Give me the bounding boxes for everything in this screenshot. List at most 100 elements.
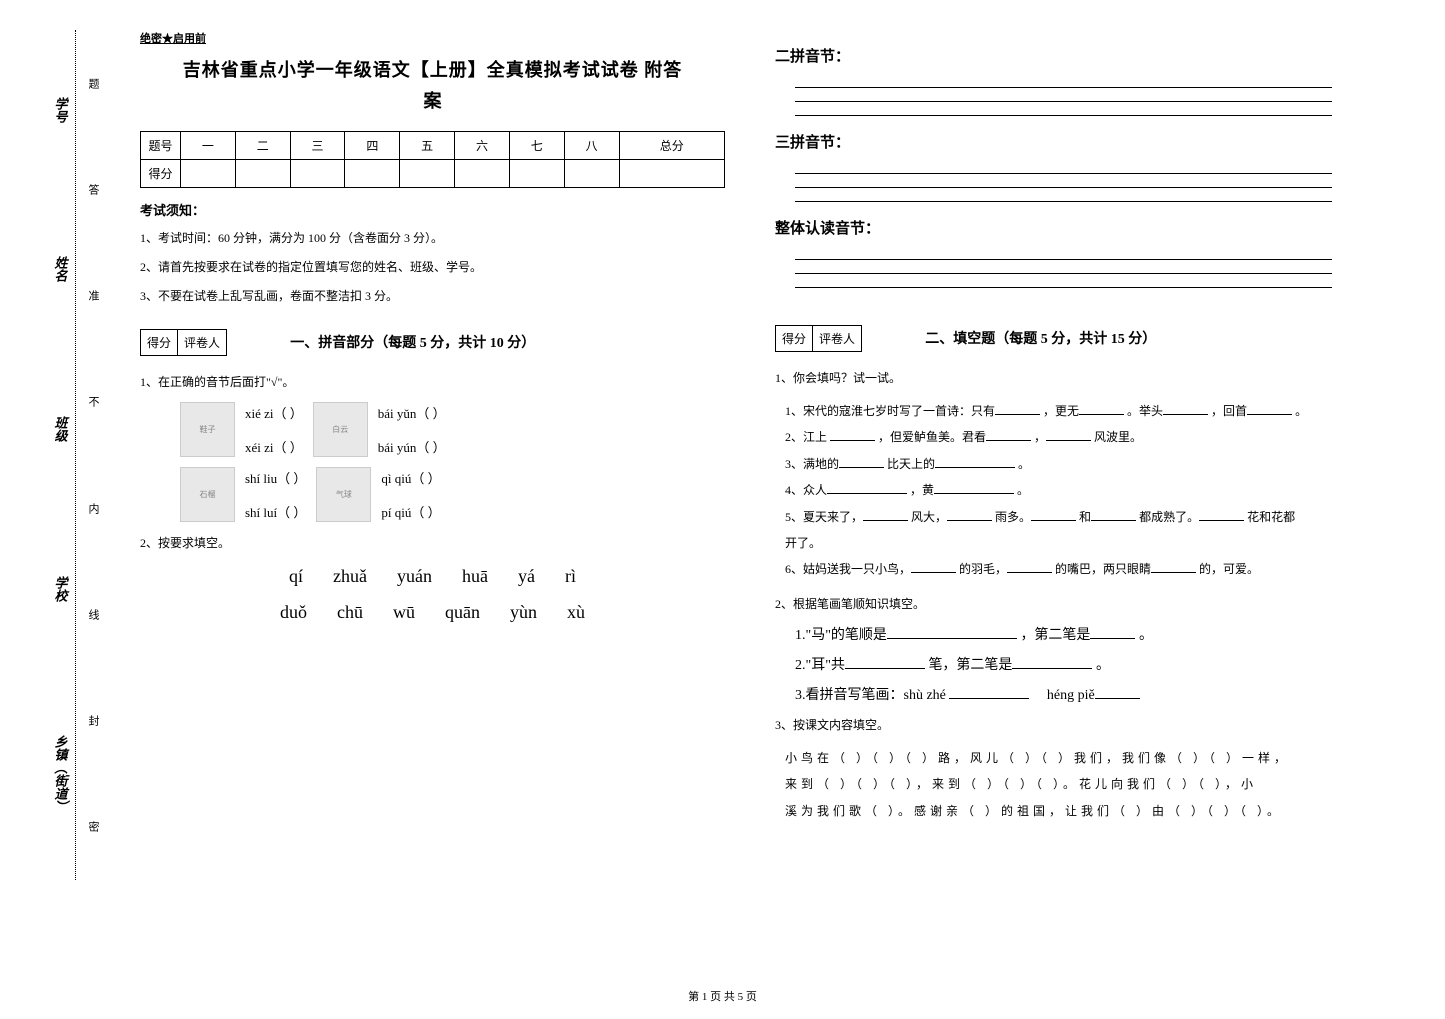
text-fill[interactable]: 溪为我们歌（ ）。感谢亲（ ）的祖国，让我们（ ）由（ ）（ ）（ ）。	[785, 798, 1360, 824]
grader-label: 评卷人	[178, 330, 226, 355]
score-label: 得分	[776, 326, 813, 351]
table-row: 得分	[141, 160, 725, 188]
answer-lines[interactable]	[795, 246, 1360, 288]
pinyin-option[interactable]: qì qiú（ ）	[381, 468, 440, 487]
pinyin-syllable: yuán	[397, 566, 432, 587]
notice-title: 考试须知：	[140, 200, 725, 219]
pinyin-syllable: xù	[567, 602, 585, 623]
section-header-row: 得分 评卷人 二、填空题（每题 5 分，共计 15 分）	[775, 313, 1360, 357]
pinyin-options: xié zi（ ） xéi zi（ ）	[245, 403, 303, 456]
exam-title: 吉林省重点小学一年级语文【上册】全真模拟考试试卷 附答	[140, 56, 725, 82]
fold-label: 不	[85, 396, 101, 407]
cell: 题号	[141, 132, 181, 160]
pinyin-row: 鞋子 xié zi（ ） xéi zi（ ） 白云 bái yǔn（ ） bái…	[180, 402, 725, 457]
cell[interactable]	[181, 160, 236, 188]
section-1-title: 一、拼音部分（每题 5 分，共计 10 分）	[290, 332, 535, 352]
cell[interactable]	[345, 160, 400, 188]
pinyin-options: shí liu（ ） shí luí（ ）	[245, 468, 306, 521]
question-2: 2、按要求填空。	[140, 534, 725, 551]
answer-lines[interactable]	[795, 160, 1360, 202]
table-row: 题号 一 二 三 四 五 六 七 八 总分	[141, 132, 725, 160]
cell: 三	[290, 132, 345, 160]
left-column: 绝密★启用前 吉林省重点小学一年级语文【上册】全真模拟考试试卷 附答 案 题号 …	[100, 30, 750, 824]
cell[interactable]	[400, 160, 455, 188]
cell: 二	[235, 132, 290, 160]
fold-label: 答	[85, 184, 101, 195]
pinyin-grid-1: qí zhuǎ yuán huā yá rì	[140, 566, 725, 587]
pinyin-syllable: quān	[445, 602, 480, 623]
fold-labels: 题 答 准 不 内 线 封 密	[85, 30, 101, 880]
pinyin-options: qì qiú（ ） pí qiú（ ）	[381, 468, 440, 521]
fill-q3: 3、按课文内容填空。	[775, 716, 1360, 733]
fold-label: 题	[85, 78, 101, 89]
fill-line: 开了。	[785, 530, 1360, 556]
cell: 一	[181, 132, 236, 160]
stroke-question[interactable]: 2."耳"共 笔，第二笔是 。	[795, 654, 1360, 674]
pinyin-option[interactable]: xéi zi（ ）	[245, 437, 303, 456]
score-mini-box: 得分 评卷人	[775, 325, 862, 352]
fold-label: 封	[85, 715, 101, 726]
sidebar-label: 姓名	[51, 256, 70, 282]
cell: 七	[509, 132, 564, 160]
score-mini-box: 得分 评卷人	[140, 329, 227, 356]
stroke-question[interactable]: 1."马"的笔顺是 ，第二笔是 。	[795, 624, 1360, 644]
three-syllable-title: 三拼音节：	[775, 131, 1360, 152]
cell: 六	[455, 132, 510, 160]
pinyin-option[interactable]: bái yǔn（ ）	[378, 403, 446, 422]
fold-line	[75, 30, 76, 880]
pinyin-option[interactable]: bái yún（ ）	[378, 437, 446, 456]
cell: 四	[345, 132, 400, 160]
two-syllable-title: 二拼音节：	[775, 45, 1360, 66]
text-fill[interactable]: 小鸟在（ ）（ ）（ ）路，风儿（ ）（ ）我们，我们像（ ）（ ）一样，	[785, 745, 1360, 771]
notice-item: 3、不要在试卷上乱写乱画，卷面不整洁扣 3 分。	[140, 287, 725, 306]
fill-line[interactable]: 3、满地的 比天上的 。	[785, 451, 1360, 477]
pinyin-syllable: wū	[393, 602, 415, 623]
cell[interactable]	[455, 160, 510, 188]
fold-label: 密	[85, 821, 101, 832]
cell[interactable]	[509, 160, 564, 188]
fill-line[interactable]: 5、夏天来了， 风大， 雨多。 和 都成熟了。 花和花都	[785, 504, 1360, 530]
fill-line[interactable]: 1、宋代的寇淮七岁时写了一首诗：只有 ，更无 。举头 ，回首 。	[785, 398, 1360, 424]
cell[interactable]	[564, 160, 619, 188]
sidebar-label: 学校	[51, 576, 70, 602]
balloon-icon: 气球	[316, 467, 371, 522]
exam-subtitle: 案	[140, 87, 725, 113]
binding-sidebar: 学号 姓名 班级 学校 乡镇（街道）	[40, 30, 80, 880]
stroke-question[interactable]: 3.看拼音写笔画：shù zhé héng piě	[795, 684, 1360, 704]
score-table: 题号 一 二 三 四 五 六 七 八 总分 得分	[140, 131, 725, 188]
text-fill[interactable]: 来到（ ）（ ）（ ），来到（ ）（ ）（ ）。花儿向我们（ ）（ ），小	[785, 771, 1360, 797]
fill-line[interactable]: 2、江上 ，但爱鲈鱼美。君看 ， 风波里。	[785, 424, 1360, 450]
answer-lines[interactable]	[795, 74, 1360, 116]
pinyin-syllable: qí	[289, 566, 303, 587]
cell[interactable]	[235, 160, 290, 188]
grader-label: 评卷人	[813, 326, 861, 351]
section-2-title: 二、填空题（每题 5 分，共计 15 分）	[925, 328, 1156, 348]
notice-item: 2、请首先按要求在试卷的指定位置填写您的姓名、班级、学号。	[140, 258, 725, 277]
pinyin-syllable: zhuǎ	[333, 566, 367, 587]
cell: 八	[564, 132, 619, 160]
fold-label: 内	[85, 503, 101, 514]
whole-syllable-title: 整体认读音节：	[775, 217, 1360, 238]
cell[interactable]	[619, 160, 725, 188]
pinyin-grid-2: duǒ chū wū quān yùn xù	[140, 602, 725, 623]
pinyin-option[interactable]: xié zi（ ）	[245, 403, 303, 422]
fill-line[interactable]: 4、众人 ，黄 。	[785, 477, 1360, 503]
pinyin-syllable: duǒ	[280, 602, 307, 623]
notice-item: 1、考试时间：60 分钟，满分为 100 分（含卷面分 3 分）。	[140, 229, 725, 248]
question-1: 1、在正确的音节后面打"√"。	[140, 373, 725, 390]
pinyin-option[interactable]: pí qiú（ ）	[381, 502, 440, 521]
pinyin-syllable: huā	[462, 566, 488, 587]
cell[interactable]	[290, 160, 345, 188]
pomegranate-icon: 石榴	[180, 467, 235, 522]
cell: 五	[400, 132, 455, 160]
fill-q1: 1、你会填吗？试一试。	[775, 369, 1360, 386]
fill-line[interactable]: 6、姑妈送我一只小鸟， 的羽毛， 的嘴巴，两只眼睛 的，可爱。	[785, 556, 1360, 582]
cell: 总分	[619, 132, 725, 160]
pinyin-row: 石榴 shí liu（ ） shí luí（ ） 气球 qì qiú（ ） pí…	[180, 467, 725, 522]
pinyin-syllable: chū	[337, 602, 363, 623]
sidebar-label: 班级	[51, 416, 70, 442]
pinyin-option[interactable]: shí luí（ ）	[245, 502, 306, 521]
section-header-row: 得分 评卷人 一、拼音部分（每题 5 分，共计 10 分）	[140, 317, 725, 361]
fill-q2: 2、根据笔画笔顺知识填空。	[775, 595, 1360, 612]
pinyin-option[interactable]: shí liu（ ）	[245, 468, 306, 487]
